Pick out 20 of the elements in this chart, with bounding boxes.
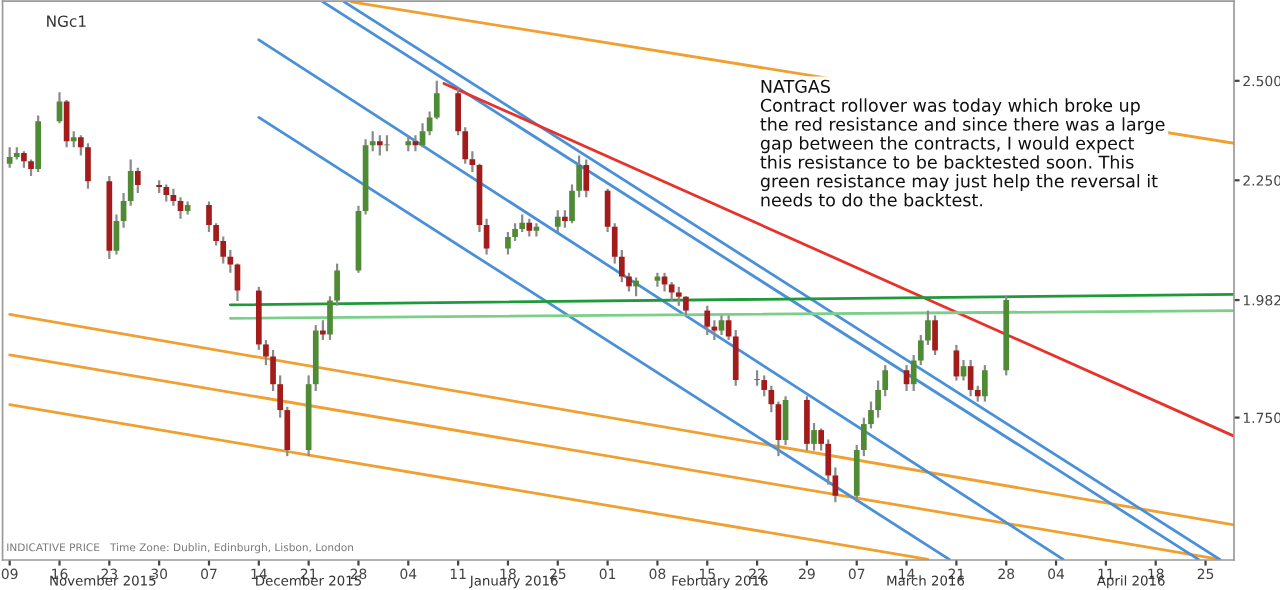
candlestick bbox=[804, 395, 810, 452]
candlestick bbox=[668, 281, 675, 303]
candlestick bbox=[505, 230, 511, 256]
candlestick bbox=[35, 114, 41, 174]
candlestick bbox=[718, 314, 725, 337]
candlestick bbox=[6, 146, 13, 169]
candlestick bbox=[932, 314, 938, 357]
annotation: NATGAS Contract rollover was today which broke up the red resistance and since there was a large gap between the contracts, I would expect this resistance to be backtested soon. This green resistance may just help the reversal it needs to do the backtest. bbox=[760, 79, 1165, 207]
candlestick bbox=[583, 158, 590, 199]
candlestick bbox=[376, 134, 383, 157]
candlestick bbox=[704, 304, 711, 337]
candlestick bbox=[711, 319, 718, 342]
candlestick bbox=[675, 285, 682, 307]
candlestick bbox=[134, 166, 141, 195]
candlestick bbox=[633, 276, 639, 298]
candlestick bbox=[982, 364, 988, 403]
candlestick bbox=[85, 142, 91, 190]
candlestick bbox=[811, 421, 817, 452]
candlestick bbox=[554, 209, 561, 234]
candlestick bbox=[683, 295, 689, 317]
